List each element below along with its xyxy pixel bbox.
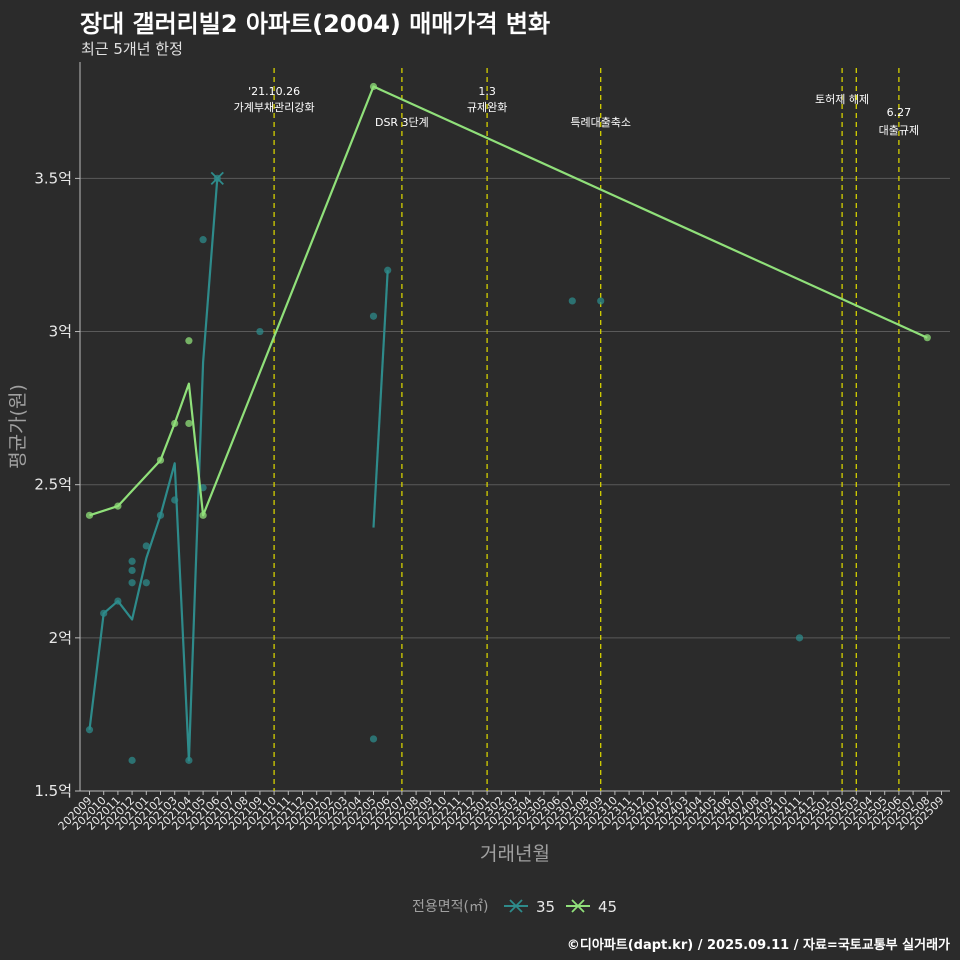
series-35-point [128,557,136,565]
series-35-point [156,511,165,519]
y-axis-title: 평균가(원) [7,384,29,469]
series-45-point [185,337,193,345]
series-35-point [142,579,150,587]
series-45-line [89,85,928,517]
series-35-point [568,297,576,305]
series-35-point [128,566,136,575]
y-tick-label: 3.5억 [34,169,72,187]
legend-entry-45: 45 [598,898,617,916]
event-label: 규제완화 [467,101,507,114]
event-label: DSR 3단계 [375,116,429,129]
legend-title: 전용면적(㎡) [412,899,488,915]
event-label: 가계부채관리강화 [234,101,315,114]
series-35-point [128,756,136,764]
series-35-point [185,756,193,764]
series-35-point [114,597,122,605]
series-45-point [171,419,179,428]
event-label: '21.10.26 [248,85,300,98]
series-45-point [923,334,931,342]
series-45-point [369,82,378,91]
series-35-point [199,236,207,244]
chart-title: 장대 갤러리빌2 아파트(2004) 매매가격 변화 [80,10,551,38]
x-axis-title: 거래년월 [480,843,550,865]
event-label: 대출규제 [879,124,919,137]
series-45-point [199,511,207,519]
event-label: 1.3 [478,85,496,98]
y-tick-label: 2억 [49,629,72,647]
y-tick-label: 1.5억 [34,782,72,800]
series-45-point [156,456,165,464]
series-35-point [597,297,605,305]
series-35-point [171,496,179,504]
chart-subtitle: 최근 5개년 한정 [81,40,183,58]
event-label: 토허제 해제 [815,92,869,106]
series-35-point [795,634,804,642]
series-35-point [384,266,392,274]
event-label: 특례대출축소 [570,116,631,129]
series-35-point [142,542,150,550]
series-35-line [372,270,389,528]
legend-swatch-marker [509,899,523,913]
series-45-point [185,419,193,428]
series-35-point [100,609,108,617]
series-45-point [85,511,94,519]
y-tick-label: 2.5억 [34,476,72,494]
series-35-marker [210,171,224,186]
series-35-point [256,327,264,336]
source-caption: ©디아파트(dapt.kr) / 2025.09.11 / 자료=국토교통부 실… [566,938,950,953]
series-35-point [369,312,378,320]
legend-entry-35: 35 [536,898,555,916]
series-35-line [88,178,219,762]
series-35-point [85,726,94,734]
legend-swatch-marker [571,899,585,913]
series-35-point [369,735,378,743]
event-label: 6.27 [887,106,912,119]
series-45-point [114,502,122,510]
series-35-point [128,579,136,587]
y-tick-label: 3억 [49,323,72,341]
